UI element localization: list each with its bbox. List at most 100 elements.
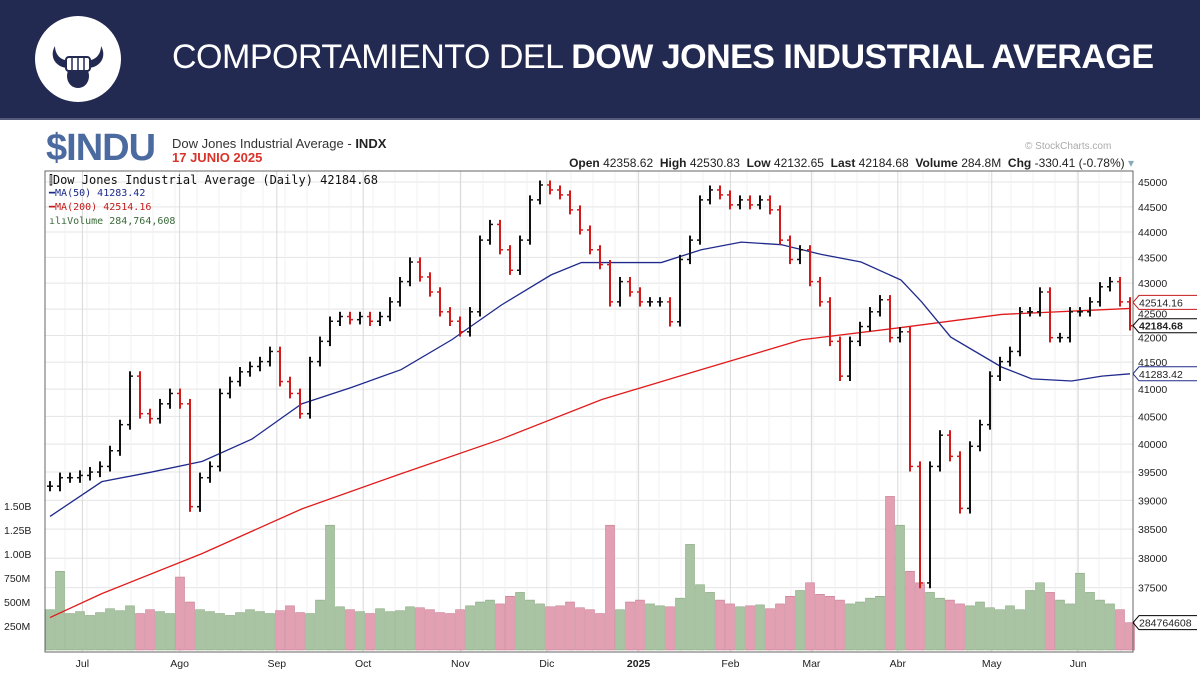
volume-bar (865, 597, 875, 651)
bar-chart-icon: ⫿ (49, 173, 53, 187)
page-title: COMPORTAMIENTO DEL DOW JONES INDUSTRIAL … (172, 38, 1162, 77)
title-light: COMPORTAMIENTO DEL (172, 38, 572, 76)
volume-bar (455, 609, 465, 651)
x-tick-label: Sep (267, 658, 286, 670)
volume-bar (645, 603, 655, 651)
volume-bar (675, 597, 685, 651)
low-label: Low (746, 156, 771, 170)
y-tick-label: 44000 (1138, 227, 1167, 239)
volume-last-label: 284764608 (1139, 618, 1192, 630)
volume-bar (1125, 622, 1135, 651)
volume-bar (225, 615, 235, 651)
volume-bar (825, 595, 835, 651)
volume-bar (535, 603, 545, 651)
volume-bar (875, 595, 885, 651)
last-price-label-marker (1132, 318, 1197, 334)
volume-bar (765, 608, 775, 651)
volume-tick-label: 1.00B (4, 549, 31, 561)
volume-bar (705, 592, 715, 651)
index-fullname: Dow Jones Industrial Average - (172, 136, 356, 151)
y-tick-label: 39500 (1138, 467, 1167, 479)
volume-bar (615, 609, 625, 651)
volume-bar (575, 607, 585, 651)
volume-bar (725, 603, 735, 651)
y-tick-label: 39000 (1138, 495, 1167, 507)
volume-bar (235, 612, 245, 651)
volume-bar (185, 601, 195, 651)
volume-tick-label: 750M (4, 573, 30, 585)
volume-bar (855, 601, 865, 651)
volume-bar (905, 571, 915, 651)
volume-bar (485, 599, 495, 651)
volume-bar (745, 605, 755, 651)
ma200-last-label-marker (1132, 294, 1197, 310)
volume-bar (275, 610, 285, 651)
volume-bar (605, 524, 615, 651)
volume-bar (985, 607, 995, 651)
y-tick-label: 45000 (1138, 177, 1167, 189)
volume-bar (75, 611, 85, 651)
y-tick-label: 43000 (1138, 278, 1167, 290)
volume-bar (915, 582, 925, 651)
volume-bar (555, 605, 565, 651)
last-price-label: 42184.68 (1139, 321, 1183, 333)
volume-bar (635, 599, 645, 651)
volume-bar (1065, 603, 1075, 651)
chg-label: Chg (1007, 156, 1032, 170)
volume-bar (1005, 605, 1015, 651)
volume-bar (305, 613, 315, 651)
volume-bar (975, 601, 985, 651)
ma50-line (49, 241, 1131, 517)
volume-label: Volume (915, 156, 958, 170)
high-label: High (659, 156, 687, 170)
y-tick-label: 41500 (1138, 357, 1167, 369)
volume-bar (685, 544, 695, 651)
volume-bar (665, 606, 675, 651)
volume-tick-label: 500M (4, 597, 30, 609)
volume-bar (395, 610, 405, 651)
volume-bar (135, 613, 145, 651)
volume-bar (595, 613, 605, 651)
volume-bar (355, 611, 365, 651)
chg-value: -330.41 (-0.78%) (1034, 156, 1125, 170)
legend-volume-text: Volume 284,764,608 (67, 216, 176, 227)
volume-bar (125, 605, 135, 651)
volume-bar (285, 605, 295, 651)
volume-bar (795, 590, 805, 651)
volume-bar (165, 613, 175, 651)
volume-bar (1075, 572, 1085, 651)
volume-bar (885, 496, 895, 651)
quote-bar: Open 42358.62 High 42530.83 Low 42132.65… (569, 156, 1134, 170)
volume-bar (735, 606, 745, 651)
dropdown-arrow-icon[interactable]: ▾ (1127, 156, 1134, 170)
x-tick-label: 2025 (627, 658, 651, 670)
open-label: Open (569, 156, 600, 170)
x-tick-label: Feb (721, 658, 739, 670)
y-tick-label: 38000 (1138, 553, 1167, 565)
volume-bar (445, 613, 455, 651)
high-value: 42530.83 (689, 156, 740, 170)
volume-bar (845, 603, 855, 651)
last-label: Last (830, 156, 856, 170)
volume-bar (215, 613, 225, 651)
last-value: 42184.68 (858, 156, 909, 170)
volume-bar (1025, 590, 1035, 651)
volume-bar (495, 603, 505, 651)
volume-bar (1055, 599, 1065, 651)
ma200-line (49, 307, 1131, 619)
y-tick-label: 44500 (1138, 202, 1167, 214)
volume-bar (955, 603, 965, 651)
volume-bar (995, 609, 1005, 651)
volume-bar (295, 612, 305, 651)
volume-bar (655, 605, 665, 651)
volume-value: 284.8M (961, 156, 1002, 170)
volume-tick-label: 1.25B (4, 525, 31, 537)
x-tick-label: Jun (1070, 658, 1087, 670)
volume-tick-label: 250M (4, 621, 30, 633)
volume-bar (265, 613, 275, 651)
legend-volume: ılıVolume 284,764,608 (49, 215, 378, 229)
volume-bar (695, 584, 705, 651)
volume-bar (195, 609, 205, 651)
ma50-last-label-marker (1132, 366, 1197, 382)
ma200-last-label: 42514.16 (1139, 297, 1183, 309)
